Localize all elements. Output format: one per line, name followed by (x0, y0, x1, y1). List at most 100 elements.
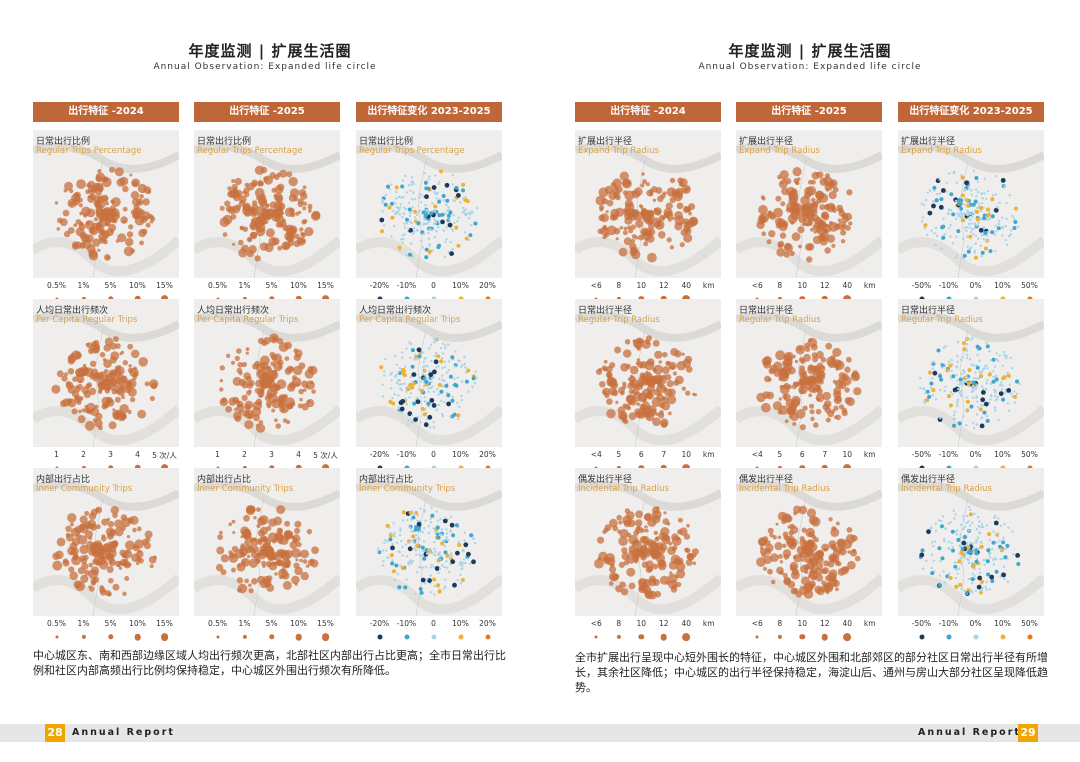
legend-label: <4 (751, 450, 763, 459)
column-header-change: 出行特征变化 2023-2025 (356, 102, 502, 122)
panel-label-en: Expand Trip Radius (739, 146, 820, 156)
map-graphic (33, 142, 179, 278)
legend-label: 1% (77, 281, 90, 290)
legend-label: <4 (590, 450, 602, 459)
legend-label: 0% (969, 281, 982, 290)
legend-dot (81, 634, 86, 640)
legend-label: 5% (104, 619, 117, 628)
legend-dot (321, 633, 330, 641)
map-legend: <6 8 10 12 40 km (736, 619, 882, 644)
legend-dot (777, 634, 782, 640)
legend-label: 4 (135, 450, 140, 459)
map-graphic (575, 311, 721, 447)
legend-label: 10 (681, 450, 692, 459)
legend-label: 0% (969, 450, 982, 459)
legend-label: 10 (636, 281, 647, 290)
legend-label: 10% (452, 619, 469, 628)
legend-label: -10% (938, 619, 959, 628)
legend-label: 10% (452, 450, 469, 459)
legend-label: 7 (661, 450, 667, 459)
legend-label: 0.5% (207, 619, 228, 628)
footer-bar (540, 724, 1080, 742)
footer-bar (0, 724, 540, 742)
legend-label: 0.5% (46, 281, 67, 290)
legend-label: km (702, 619, 715, 628)
legend-dot (843, 633, 852, 641)
map-panel: 内部出行占比 Inner Community Trips (356, 468, 502, 616)
legend-dot (755, 635, 759, 639)
map-graphic (575, 480, 721, 616)
map-panel: 偶发出行半径 Incidental Trip Radius (736, 468, 882, 616)
map-graphic (356, 142, 502, 278)
footer-text: Annual Report (72, 727, 175, 738)
legend-label: 10% (994, 619, 1011, 628)
legend-label: 5 次/人 (313, 451, 338, 460)
panel-label: 偶发出行半径 (578, 475, 633, 485)
legend-label: 10 (797, 619, 808, 628)
legend-label: 20% (479, 281, 496, 290)
legend-label: 7 (822, 450, 828, 459)
map-panel: 人均日常出行频次 Per Capita Regular Trips (194, 299, 340, 447)
legend-label: 4 (296, 450, 301, 459)
legend-label: 10% (452, 281, 469, 290)
map-legend: 0.5% 1% 5% 10% 15% (33, 619, 179, 644)
legend-label: 0 (431, 281, 436, 290)
legend-label: <6 (751, 281, 763, 290)
legend-dot (107, 634, 114, 640)
footer-text: Annual Report (918, 727, 1021, 738)
map-panel: 偶发出行半径 Incidental Trip Radius (575, 468, 721, 616)
legend-label: 0.5% (46, 619, 67, 628)
legend-label: 10% (129, 281, 146, 290)
panel-label-en: Regular Trips Percentage (197, 146, 303, 156)
panel-label: 人均日常出行频次 (359, 306, 432, 316)
legend-label: 15% (317, 619, 334, 628)
legend-label: 15% (156, 281, 173, 290)
panel-label: 人均日常出行频次 (36, 306, 109, 316)
panel-label: 内部出行占比 (197, 475, 252, 485)
page-title: 年度监测 | 扩展生活圈 (728, 42, 892, 60)
legend-label: 0% (969, 619, 982, 628)
legend-label: -50% (911, 450, 932, 459)
map-graphic (356, 311, 502, 447)
panel-label-en: Per Capita Regular Trips (36, 315, 138, 325)
page-title: 年度监测 | 扩展生活圈 (188, 42, 352, 60)
panel-label-en: Regular Trips Percentage (36, 146, 142, 156)
legend-label: 5 (777, 450, 783, 459)
map-graphic (736, 311, 882, 447)
map-graphic (33, 480, 179, 616)
right-page: 年度监测 | 扩展生活圈 Annual Observation: Expande… (540, 0, 1080, 762)
legend-label: 40 (842, 281, 853, 290)
legend-label: 8 (616, 281, 622, 290)
legend-label: 10% (994, 450, 1011, 459)
map-legend: 0.5% 1% 5% 10% 15% (194, 619, 340, 644)
map-graphic (194, 480, 340, 616)
map-graphic (575, 142, 721, 278)
legend-label: 10 (636, 619, 647, 628)
map-panel: 日常出行比例 Regular Trips Percentage (33, 130, 179, 278)
legend-dot (594, 635, 598, 639)
legend-label: <6 (590, 281, 602, 290)
panel-label: 扩展出行半径 (578, 137, 633, 147)
page-number: 28 (45, 724, 65, 742)
legend-label: -10% (938, 281, 959, 290)
legend-label: 1% (238, 619, 251, 628)
map-panel: 日常出行半径 Regular Trip Radius (736, 299, 882, 447)
map-panel: 内部出行占比 Inner Community Trips (33, 468, 179, 616)
legend-label: 50% (1021, 450, 1038, 459)
legend-dot (295, 633, 302, 641)
legend-label: 5% (265, 281, 278, 290)
legend-label: 1% (238, 281, 251, 290)
map-panel: 偶发出行半径 Incidental Trip Radius (898, 468, 1044, 616)
page-subtitle: Annual Observation: Expanded life circle (698, 62, 922, 72)
map-panel: 内部出行占比 Inner Community Trips (194, 468, 340, 616)
map-graphic (736, 142, 882, 278)
legend-label: 12 (819, 619, 830, 628)
legend-dot (682, 633, 691, 641)
legend-label: 40 (681, 619, 692, 628)
panel-label: 内部出行占比 (359, 475, 414, 485)
legend-label: 2 (242, 450, 247, 459)
panel-label-en: Incidental Trip Radius (578, 484, 669, 494)
legend-dot (55, 635, 58, 639)
panel-label-en: Regular Trips Percentage (359, 146, 465, 156)
legend-dot (799, 634, 805, 640)
